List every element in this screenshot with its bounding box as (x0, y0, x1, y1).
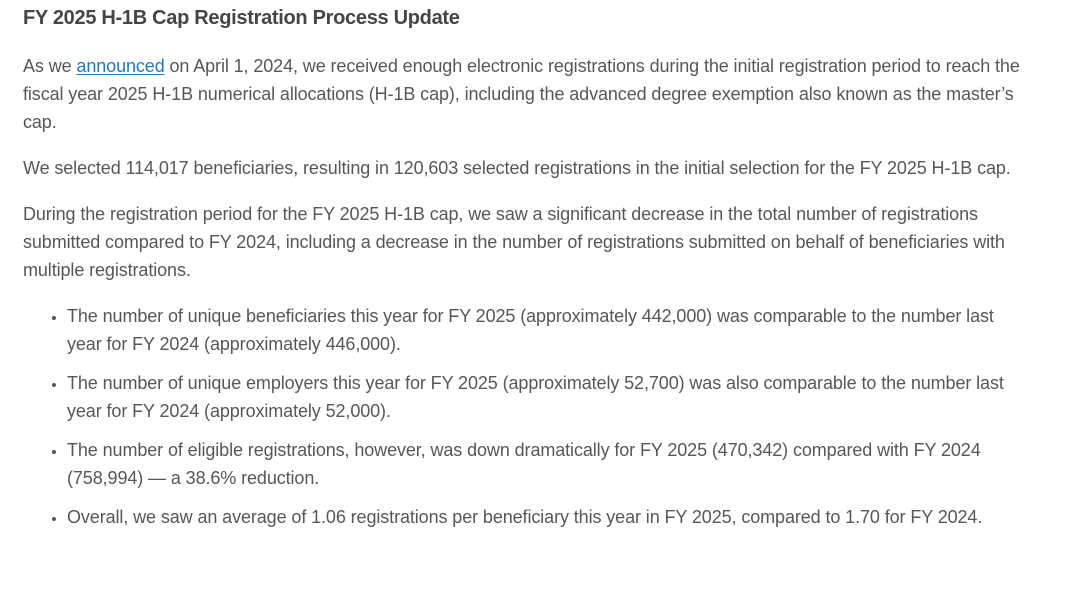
announced-link[interactable]: announced (76, 56, 165, 76)
page-title: FY 2025 H-1B Cap Registration Process Up… (23, 7, 460, 29)
selection-numbers-paragraph: We selected 114,017 beneficiaries, resul… (23, 158, 1011, 178)
list-item-unique-employers: The number of unique employers this year… (67, 369, 1009, 425)
registration-stats-list: The number of unique beneficiaries this … (23, 302, 1009, 531)
list-item-unique-beneficiaries: The number of unique beneficiaries this … (67, 302, 1009, 358)
registration-decrease-paragraph: During the registration period for the F… (23, 204, 1005, 280)
intro-text-after: on April 1, 2024, we received enough ele… (23, 56, 1020, 132)
intro-text-before: As we (23, 56, 77, 76)
list-item-average-registrations: Overall, we saw an average of 1.06 regis… (67, 503, 1009, 531)
article: FY 2025 H-1B Cap Registration Process Up… (0, 0, 1080, 531)
intro-paragraph: As we announced on April 1, 2024, we rec… (23, 52, 1025, 136)
list-item-eligible-registrations: The number of eligible registrations, ho… (67, 436, 1009, 492)
